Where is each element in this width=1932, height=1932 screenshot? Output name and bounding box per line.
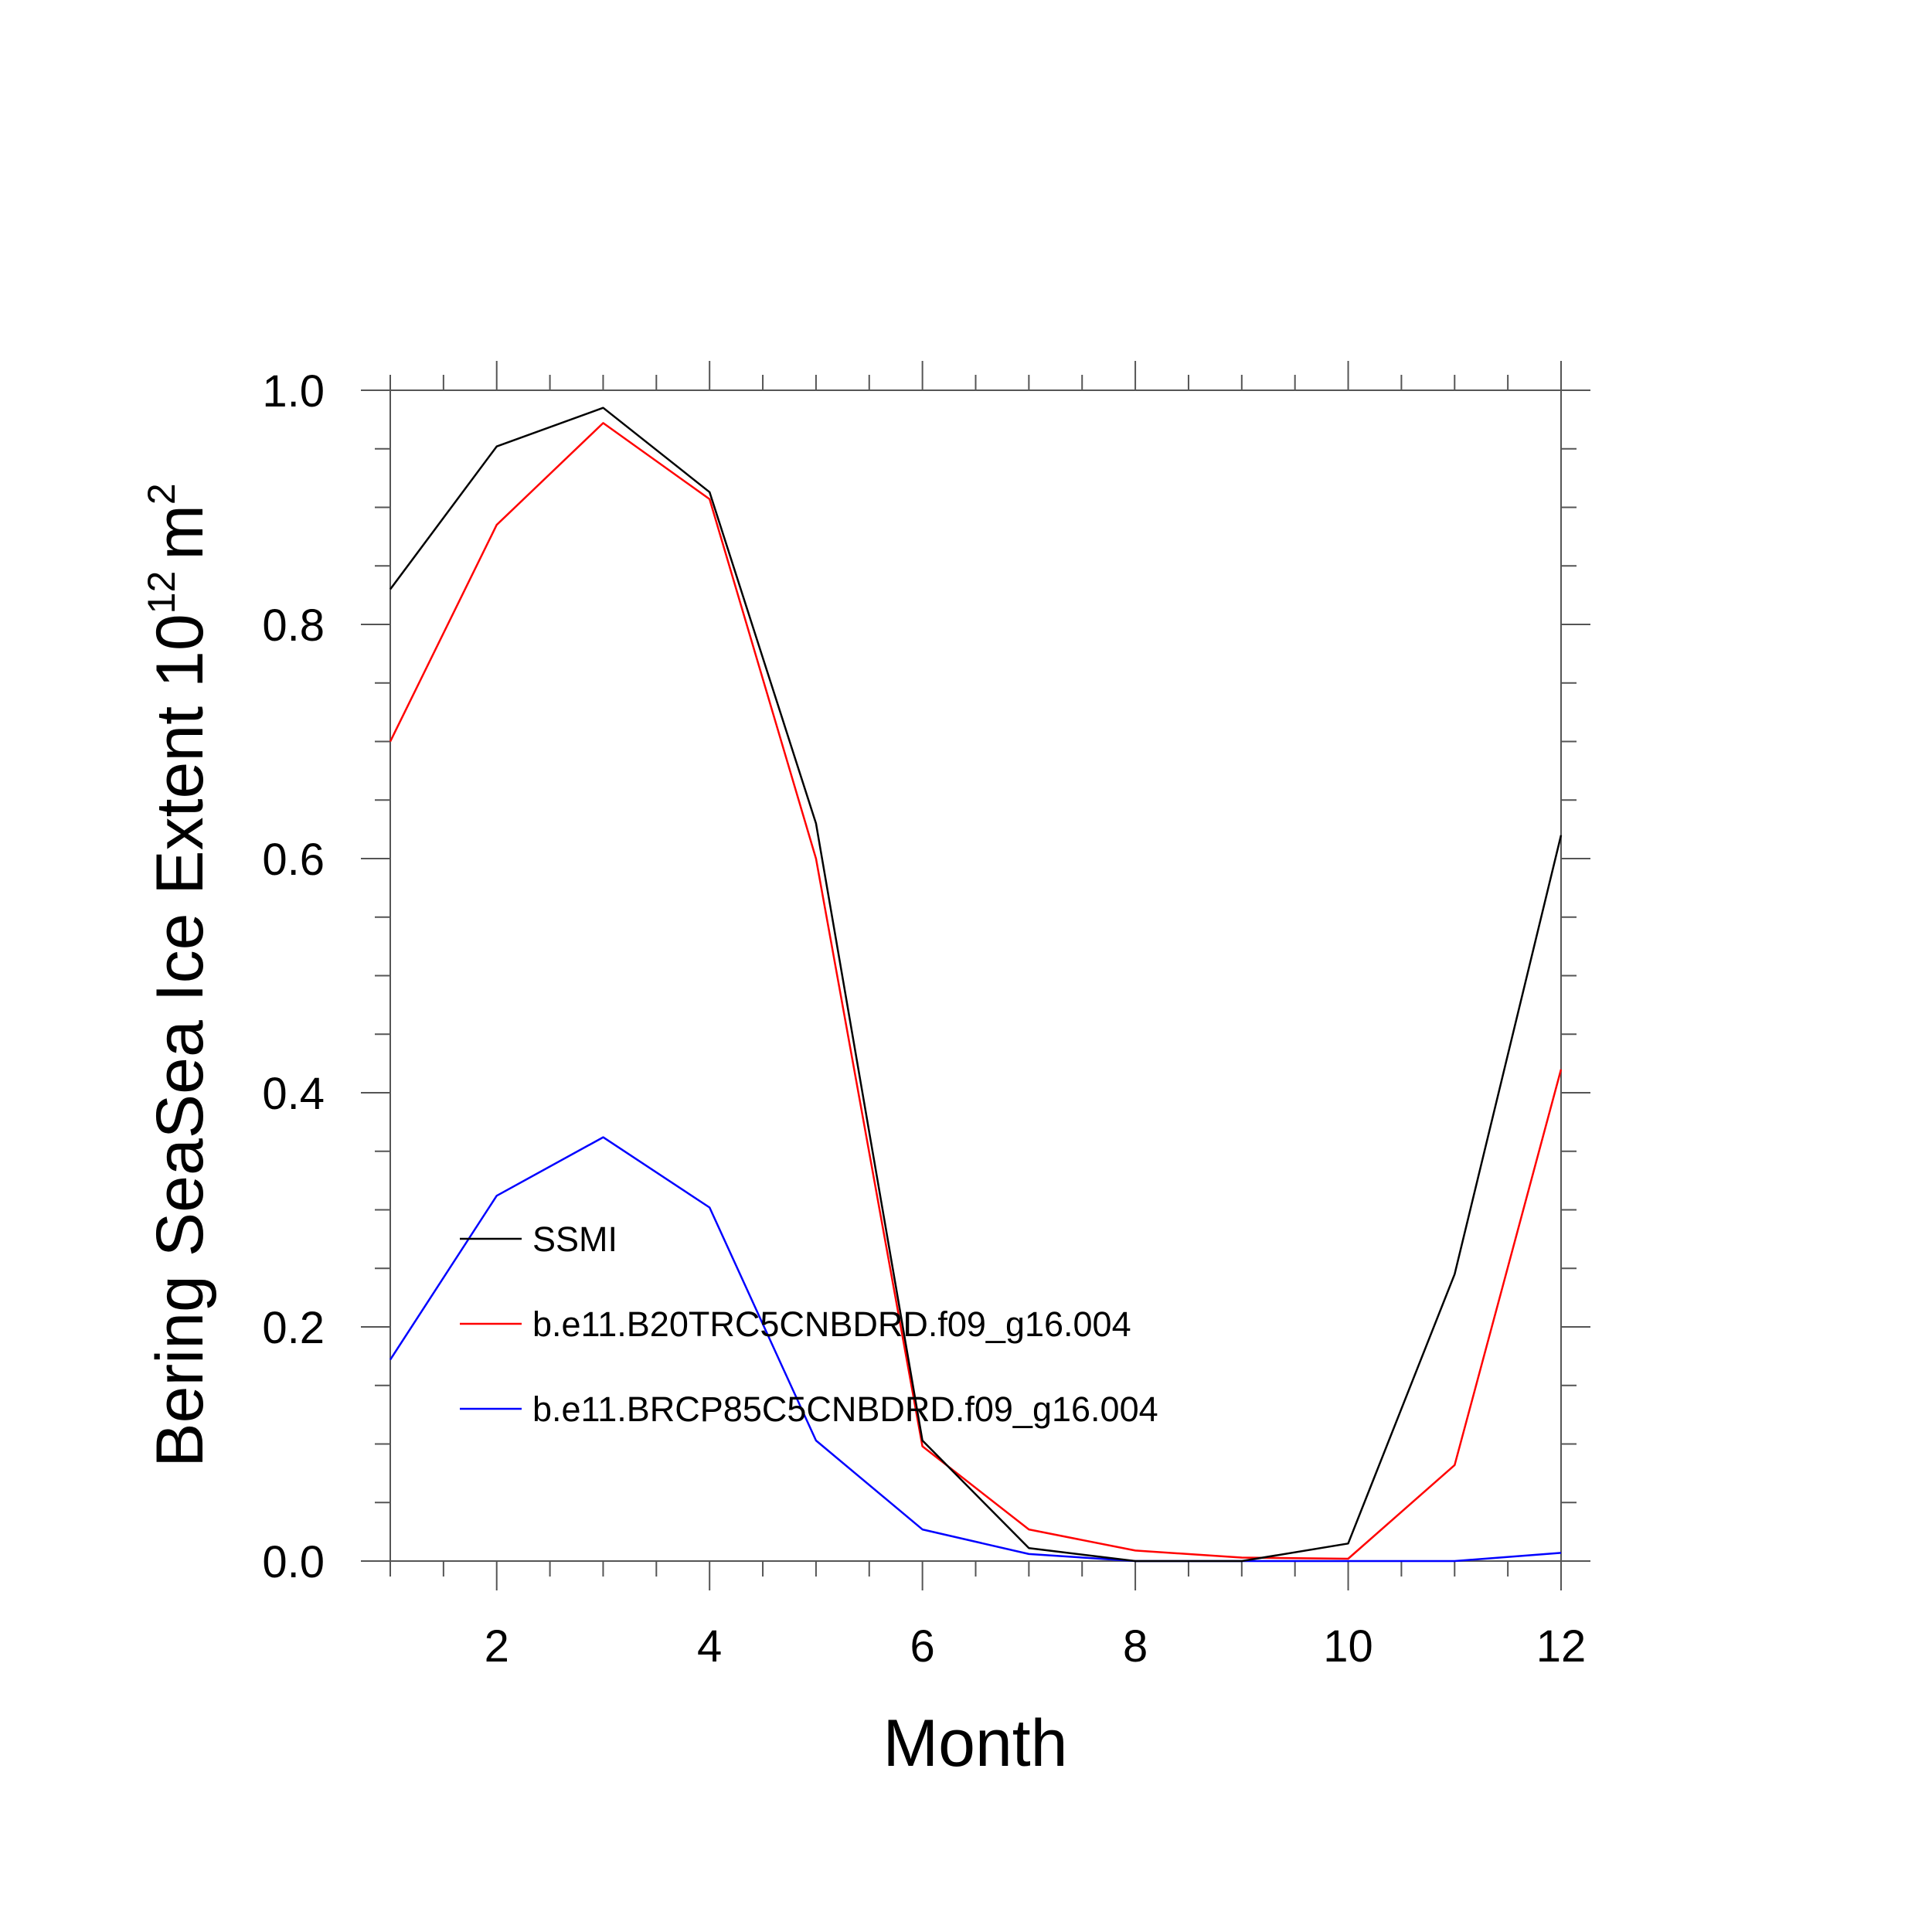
x-tick-label: 10	[1323, 1621, 1373, 1672]
x-tick-label: 4	[697, 1621, 722, 1672]
y-tick-label: 0.6	[262, 835, 325, 885]
tick-labels: 2 4 6 8 10 12 0.0 0.2 0.4 0.6 0.8 1.0	[262, 366, 1586, 1672]
plot-frame	[389, 389, 1562, 1562]
y-axis-title-unit: m	[143, 505, 217, 560]
y-axis-title-main: Bering SeaSea Ice Extent 10	[143, 614, 217, 1467]
x-axis-title: Month	[883, 1706, 1067, 1781]
y-tick-label: 0.2	[262, 1303, 325, 1353]
x-tick-label: 8	[1123, 1621, 1148, 1672]
y-tick-label: 0.0	[262, 1537, 325, 1587]
x-tick-label: 2	[485, 1621, 509, 1672]
legend: SSMI b.e11.B20TRC5CNBDRD.f09_g16.004 b.e11…	[460, 1219, 1158, 1429]
series-lines	[389, 406, 1563, 1563]
legend-label: b.e11.BRCP85C5CNBDRD.f09_g16.004	[532, 1389, 1158, 1429]
series-line	[389, 422, 1563, 1560]
x-tick-label: 6	[910, 1621, 935, 1672]
series-line	[389, 406, 1563, 1563]
y-tick-label: 0.8	[262, 600, 325, 651]
y-tick-label: 0.4	[262, 1069, 325, 1119]
x-tick-label: 12	[1536, 1621, 1587, 1672]
legend-label: SSMI	[532, 1219, 617, 1259]
y-axis-title-unit-exponent: 2	[140, 483, 183, 505]
y-axis-title-exponent: 12	[140, 571, 183, 614]
series-line	[389, 1136, 1562, 1563]
axis-ticks	[361, 361, 1590, 1590]
svg-text:Bering SeaSea Ice Extent 1012m: Bering SeaSea Ice Extent 1012 m2	[140, 483, 217, 1467]
y-tick-label: 1.0	[262, 366, 325, 417]
y-axis-title: Bering SeaSea Ice Extent 1012 m2	[140, 483, 217, 1467]
legend-label: b.e11.B20TRC5CNBDRD.f09_g16.004	[532, 1304, 1131, 1344]
